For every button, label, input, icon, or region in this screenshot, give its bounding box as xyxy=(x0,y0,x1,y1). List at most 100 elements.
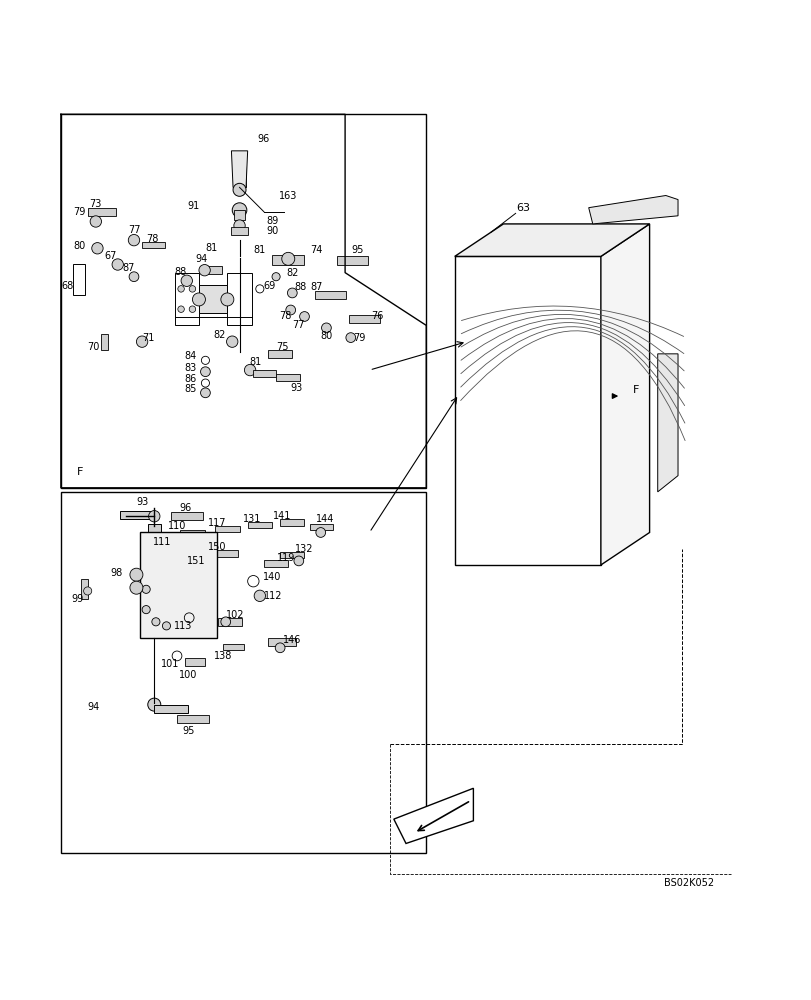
Circle shape xyxy=(90,216,101,227)
Circle shape xyxy=(254,590,265,602)
Text: 88: 88 xyxy=(174,267,187,277)
Text: F: F xyxy=(77,467,84,477)
Polygon shape xyxy=(657,354,677,492)
Text: 67: 67 xyxy=(104,251,117,261)
Bar xyxy=(231,227,247,235)
Text: 96: 96 xyxy=(178,503,191,513)
Text: 96: 96 xyxy=(257,134,270,144)
Circle shape xyxy=(232,203,247,217)
Text: 138: 138 xyxy=(214,651,232,661)
Bar xyxy=(233,151,246,187)
Bar xyxy=(139,532,217,638)
Text: 95: 95 xyxy=(350,245,363,255)
Circle shape xyxy=(234,220,245,231)
Bar xyxy=(247,522,272,528)
Circle shape xyxy=(136,336,148,347)
Polygon shape xyxy=(588,196,677,224)
Circle shape xyxy=(299,312,309,321)
Text: F: F xyxy=(633,385,639,395)
Text: 70: 70 xyxy=(87,342,100,352)
Text: 140: 140 xyxy=(263,572,281,582)
Circle shape xyxy=(142,606,150,614)
Circle shape xyxy=(226,336,238,347)
Text: 80: 80 xyxy=(320,331,333,341)
Text: 88: 88 xyxy=(294,282,307,292)
Circle shape xyxy=(183,536,193,545)
Text: 63: 63 xyxy=(516,203,530,213)
Bar xyxy=(201,266,221,274)
Bar xyxy=(61,492,426,853)
Circle shape xyxy=(112,259,123,270)
Text: 71: 71 xyxy=(142,333,155,343)
Circle shape xyxy=(128,234,139,246)
Text: 74: 74 xyxy=(310,245,323,255)
Text: 81: 81 xyxy=(249,357,262,367)
Bar xyxy=(148,524,161,532)
Text: 91: 91 xyxy=(187,201,200,211)
Text: 131: 131 xyxy=(242,514,260,524)
Circle shape xyxy=(221,293,234,306)
Circle shape xyxy=(162,622,170,630)
Circle shape xyxy=(281,252,294,265)
Bar xyxy=(253,370,276,377)
Text: 78: 78 xyxy=(146,234,159,244)
Circle shape xyxy=(285,305,295,315)
Text: 117: 117 xyxy=(208,518,226,528)
Text: 163: 163 xyxy=(279,191,297,201)
Bar xyxy=(276,374,300,381)
Text: 76: 76 xyxy=(371,311,384,321)
Bar xyxy=(61,114,426,488)
Text: 84: 84 xyxy=(184,351,197,361)
Bar xyxy=(337,256,367,265)
Circle shape xyxy=(142,585,150,593)
Bar xyxy=(280,552,304,558)
Bar xyxy=(185,658,205,666)
Text: 79: 79 xyxy=(73,207,86,217)
Bar xyxy=(217,618,242,626)
Text: 99: 99 xyxy=(71,594,84,604)
Text: 101: 101 xyxy=(161,659,179,669)
Text: 144: 144 xyxy=(315,514,333,524)
Circle shape xyxy=(130,581,143,594)
Bar xyxy=(180,530,204,537)
Circle shape xyxy=(275,643,285,653)
Text: 77: 77 xyxy=(127,225,140,235)
Bar xyxy=(454,256,600,565)
Text: 81: 81 xyxy=(204,243,217,253)
Text: 82: 82 xyxy=(212,330,225,340)
Text: 83: 83 xyxy=(184,363,197,373)
Circle shape xyxy=(294,556,303,566)
Circle shape xyxy=(201,559,212,571)
Bar xyxy=(280,519,304,526)
Text: 111: 111 xyxy=(153,537,171,547)
Text: 102: 102 xyxy=(226,610,244,620)
Bar xyxy=(170,512,203,520)
Text: 69: 69 xyxy=(263,281,276,291)
Text: 110: 110 xyxy=(168,521,186,531)
Text: 82: 82 xyxy=(285,268,298,278)
Bar xyxy=(73,264,85,295)
Circle shape xyxy=(189,306,195,312)
Text: 151: 151 xyxy=(187,556,205,566)
Bar xyxy=(170,542,191,549)
Circle shape xyxy=(200,388,210,398)
Text: BS02K052: BS02K052 xyxy=(663,878,714,888)
Polygon shape xyxy=(600,224,649,565)
Text: 90: 90 xyxy=(265,226,278,236)
Circle shape xyxy=(148,511,160,522)
Circle shape xyxy=(199,265,210,276)
Circle shape xyxy=(129,272,139,282)
Text: 132: 132 xyxy=(295,544,313,554)
Text: 81: 81 xyxy=(253,245,266,255)
Text: 73: 73 xyxy=(89,199,102,209)
Text: 119: 119 xyxy=(277,553,294,563)
Circle shape xyxy=(84,587,92,595)
Bar xyxy=(101,334,108,350)
Bar xyxy=(174,273,199,325)
Text: 150: 150 xyxy=(208,542,226,552)
Bar xyxy=(120,511,154,519)
Circle shape xyxy=(244,364,255,376)
Text: 94: 94 xyxy=(195,254,208,264)
Text: 79: 79 xyxy=(352,333,365,343)
Text: 95: 95 xyxy=(182,726,195,736)
